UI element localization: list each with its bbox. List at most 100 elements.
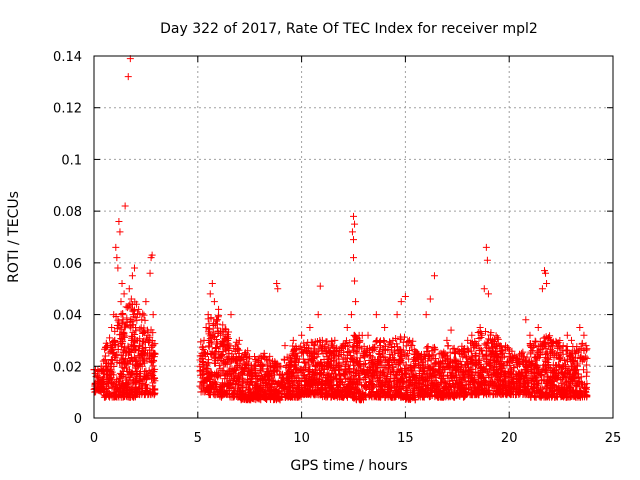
- data-point-cloud: [258, 372, 266, 380]
- data-point-cloud: [280, 391, 288, 399]
- data-point-cloud: [561, 370, 569, 378]
- data-point-cloud: [568, 392, 576, 400]
- x-tick-label: 15: [397, 431, 414, 446]
- data-point-cloud: [304, 355, 312, 363]
- data-point: [543, 280, 551, 288]
- data-point-cloud: [569, 343, 577, 351]
- data-point-cloud: [236, 388, 244, 396]
- data-point: [117, 298, 125, 306]
- data-point-cloud: [234, 340, 242, 348]
- data-point-cloud: [492, 357, 500, 365]
- data-point: [122, 303, 130, 311]
- data-point-cloud: [280, 375, 288, 383]
- data-point-cloud: [104, 380, 112, 388]
- data-point-cloud: [321, 345, 329, 353]
- data-point-cloud: [467, 370, 475, 378]
- data-point: [483, 256, 491, 264]
- data-point-cloud: [394, 386, 402, 394]
- data-point-cloud: [118, 335, 126, 343]
- data-point-cloud: [314, 380, 322, 388]
- data-point-cloud: [530, 384, 538, 392]
- y-tick-label: 0.02: [53, 360, 82, 375]
- data-point-cloud: [425, 392, 433, 400]
- data-point-cloud: [132, 355, 140, 363]
- data-point: [99, 357, 107, 365]
- data-point: [227, 311, 235, 319]
- data-point-cloud: [506, 386, 514, 394]
- data-point-cloud: [424, 357, 432, 365]
- data-point-cloud: [365, 366, 373, 374]
- data-point: [134, 336, 142, 344]
- data-point-cloud: [136, 352, 144, 360]
- data-point-cloud: [122, 360, 130, 368]
- data-point: [406, 336, 414, 344]
- data-point-cloud: [212, 344, 220, 352]
- data-point-cloud: [289, 380, 297, 388]
- data-point: [130, 264, 138, 272]
- data-point-cloud: [343, 383, 351, 391]
- data-point: [393, 311, 401, 319]
- data-point: [451, 362, 459, 370]
- data-point-cloud: [581, 380, 589, 388]
- data-point-cloud: [569, 356, 577, 364]
- y-tick-label: 0.12: [53, 102, 82, 117]
- data-point-cloud: [527, 375, 535, 383]
- data-point: [430, 272, 438, 280]
- data-point-cloud: [531, 354, 539, 362]
- data-point: [107, 367, 115, 375]
- data-point-cloud: [264, 376, 272, 384]
- data-point: [136, 342, 144, 350]
- data-point-cloud: [350, 372, 358, 380]
- data-point-cloud: [434, 391, 442, 399]
- data-point-cloud: [133, 386, 141, 394]
- data-point-cloud: [333, 375, 341, 383]
- data-point-cloud: [147, 326, 155, 334]
- data-point-cloud: [551, 374, 559, 382]
- data-point-cloud: [140, 311, 148, 319]
- data-point: [418, 367, 426, 375]
- data-point: [327, 357, 335, 365]
- data-point-cloud: [445, 392, 453, 400]
- data-point: [235, 336, 243, 344]
- data-point-cloud: [331, 347, 339, 355]
- data-point: [281, 342, 289, 350]
- data-point-cloud: [360, 342, 368, 350]
- data-point-cloud: [456, 380, 464, 388]
- data-point: [239, 367, 247, 375]
- data-point-cloud: [318, 389, 326, 397]
- data-point: [200, 336, 208, 344]
- data-point-cloud: [493, 334, 501, 342]
- data-point: [352, 298, 360, 306]
- data-point: [489, 336, 497, 344]
- data-point: [476, 324, 484, 331]
- data-point-cloud: [286, 362, 294, 370]
- data-point-cloud: [350, 353, 358, 361]
- data-point-cloud: [118, 354, 126, 362]
- data-point-cloud: [340, 348, 348, 356]
- data-point: [443, 336, 451, 344]
- data-point-cloud: [342, 337, 350, 345]
- data-point: [368, 357, 376, 365]
- data-point-cloud: [205, 388, 213, 396]
- data-point-cloud: [287, 372, 295, 380]
- data-point-cloud: [216, 372, 224, 380]
- data-point-cloud: [136, 310, 144, 318]
- data-point-cloud: [132, 367, 140, 375]
- data-point-cloud: [404, 338, 412, 346]
- data-point-cloud: [383, 374, 391, 382]
- data-point: [343, 324, 351, 331]
- data-point: [202, 324, 210, 331]
- data-point: [480, 285, 488, 293]
- data-point-cloud: [283, 353, 291, 361]
- data-point: [439, 357, 447, 365]
- data-point: [350, 254, 357, 262]
- data-point-cloud: [378, 361, 386, 369]
- data-point-cloud: [424, 342, 432, 350]
- data-point: [298, 331, 306, 339]
- data-point-cloud: [414, 390, 422, 398]
- data-point-cloud: [339, 370, 347, 378]
- data-point-cloud: [107, 366, 115, 374]
- data-point: [98, 375, 106, 383]
- data-point-cloud: [570, 366, 578, 374]
- data-point-cloud: [285, 383, 293, 391]
